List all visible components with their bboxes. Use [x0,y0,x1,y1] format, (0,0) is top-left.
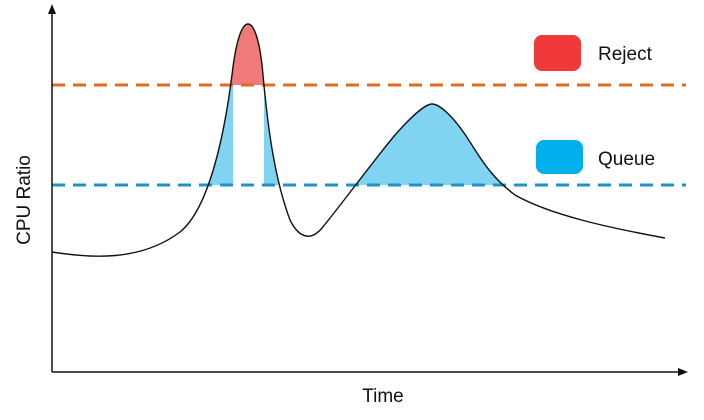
x-axis-arrow-icon [678,368,688,376]
y-axis-arrow-icon [48,4,56,14]
queue-legend-swatch [536,140,583,174]
x-axis-label: Time [362,386,404,407]
queue-region-hump [340,85,510,185]
shaded-regions [200,0,510,185]
reject-legend-label: Reject [598,44,653,65]
queue-legend-label: Queue [598,149,655,170]
legend: Reject Queue [534,35,655,174]
y-axis-label: CPU Ratio [14,155,35,245]
reject-legend-swatch [534,35,581,71]
